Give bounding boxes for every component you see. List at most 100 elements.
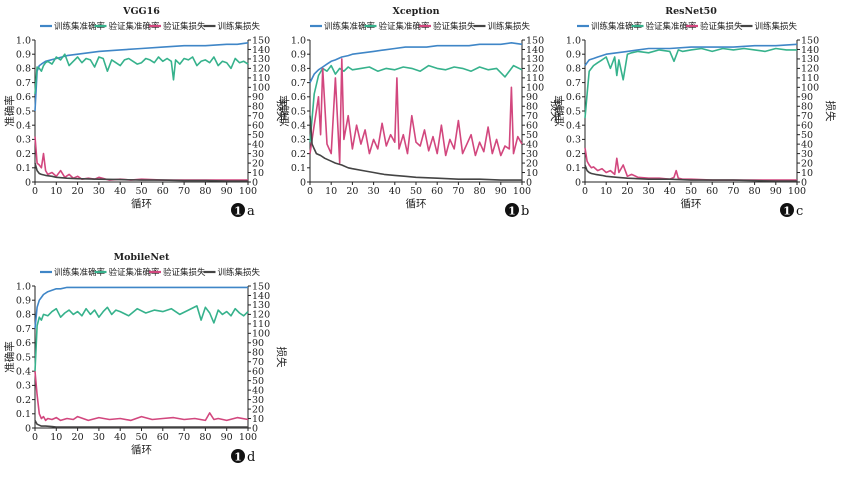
series-line-val-acc (309, 64, 523, 143)
y-tick-label: 0.1 (16, 163, 31, 174)
y2-tick-label: 100 (252, 329, 270, 340)
series-line-train-acc (34, 286, 248, 329)
y-tick-label: 0.6 (16, 92, 31, 103)
chart-title: ResNet50 (665, 6, 717, 17)
x-tick-label: 100 (239, 186, 257, 197)
x-tick-label: 10 (600, 186, 612, 197)
x-tick-label: 50 (685, 186, 697, 197)
x-tick-label: 40 (114, 186, 126, 197)
series-line-train-loss (584, 164, 797, 182)
x-tick-label: 40 (114, 432, 126, 443)
series-line-val-loss (34, 136, 248, 181)
x-tick-label: 20 (72, 432, 84, 443)
x-tick-label: 30 (93, 432, 105, 443)
x-tick-label: 70 (727, 186, 739, 197)
series-line-train-acc (584, 43, 798, 67)
legend-label: 验证集准确率 (109, 21, 161, 32)
x-tick-label: 80 (474, 186, 486, 197)
y-tick-label: 0 (300, 177, 306, 188)
y-tick-label: 0.3 (16, 135, 31, 146)
y-tick-label: 0.6 (291, 92, 306, 103)
x-tick-label: 30 (368, 186, 380, 197)
x-tick-label: 20 (72, 186, 84, 197)
legend-label: 训练集损失 (218, 21, 261, 32)
y2-tick-label: 150 (252, 281, 270, 292)
y2-tick-label: 90 (252, 338, 264, 349)
y-tick-label: 0.5 (16, 352, 31, 363)
y-tick-label: 0.6 (566, 92, 581, 103)
y-tick-label: 0.9 (16, 50, 31, 61)
legend-label: 验证集损失 (163, 267, 206, 278)
x-tick-label: 100 (239, 432, 257, 443)
y2-tick-label: 140 (252, 45, 270, 56)
y2-tick-label: 50 (252, 376, 264, 387)
y2-tick-label: 60 (526, 121, 538, 132)
x-tick-label: 30 (643, 186, 655, 197)
y-tick-label: 1.0 (16, 281, 31, 292)
chart-panel-resnet50: ResNet50 训练集准确率 验证集准确率 验证集损失 训练集损失 0 0.1 0.2 0.3… (553, 6, 837, 219)
x-tick-label: 80 (749, 186, 761, 197)
y2-tick-label: 70 (801, 111, 813, 122)
y-tick-label: 0.2 (16, 395, 31, 406)
legend-label: 训练集损失 (755, 21, 798, 32)
x-tick-label: 40 (389, 186, 401, 197)
y2-tick-label: 10 (526, 168, 538, 179)
y2-axis-label: 损失 (824, 101, 837, 122)
y-tick-label: 0.3 (291, 135, 306, 146)
x-axis-label: 循环 (131, 443, 152, 456)
y-tick-label: 0.4 (566, 121, 581, 132)
y-tick-label: 0.2 (291, 149, 306, 160)
y2-tick-label: 150 (526, 35, 544, 46)
x-tick-label: 70 (452, 186, 464, 197)
y2-tick-label: 90 (801, 92, 813, 103)
x-tick-label: 10 (50, 432, 62, 443)
y2-tick-label: 140 (252, 291, 270, 302)
y2-tick-label: 0 (526, 177, 532, 188)
y2-tick-label: 60 (252, 367, 264, 378)
y2-tick-label: 130 (252, 300, 270, 311)
y2-tick-label: 150 (801, 35, 819, 46)
y-axis-label: 准确率 (553, 95, 566, 127)
y2-tick-label: 120 (801, 64, 819, 75)
caption-number: 1 (234, 451, 242, 464)
series-line-train-loss (34, 162, 248, 182)
x-axis-label: 循环 (681, 197, 702, 210)
caption-badge (505, 203, 519, 217)
y-tick-label: 0.5 (16, 106, 31, 117)
y2-tick-label: 120 (252, 64, 270, 75)
y-tick-label: 0.1 (566, 163, 581, 174)
y-tick-label: 0.3 (566, 135, 581, 146)
caption-badge (231, 449, 245, 463)
y2-tick-label: 0 (252, 177, 258, 188)
x-axis-label: 循环 (131, 197, 152, 210)
chart-title: MobileNet (114, 252, 170, 263)
x-tick-label: 10 (325, 186, 337, 197)
y2-tick-label: 120 (526, 64, 544, 75)
y-tick-label: 0.8 (291, 64, 306, 75)
legend-label: 验证集损失 (433, 21, 476, 32)
y-tick-label: 0.9 (566, 50, 581, 61)
x-tick-label: 60 (157, 432, 169, 443)
y-tick-label: 0.5 (566, 106, 581, 117)
y2-tick-label: 30 (252, 149, 264, 160)
y-tick-label: 0.7 (291, 78, 306, 89)
y2-tick-label: 70 (526, 111, 538, 122)
x-tick-label: 0 (582, 186, 588, 197)
y-tick-label: 0.7 (16, 324, 31, 335)
y2-tick-label: 40 (252, 385, 264, 396)
y2-tick-label: 100 (252, 83, 270, 94)
x-tick-label: 20 (621, 186, 633, 197)
series-line-train-acc (309, 41, 523, 83)
y2-tick-label: 110 (526, 73, 544, 84)
y-tick-label: 0.8 (16, 64, 31, 75)
x-tick-label: 90 (770, 186, 782, 197)
caption-badge (780, 203, 794, 217)
y-tick-label: 0.7 (16, 78, 31, 89)
caption-number: 1 (234, 205, 242, 218)
y2-tick-label: 20 (252, 404, 264, 415)
y-tick-label: 0.1 (291, 163, 306, 174)
x-tick-label: 10 (50, 186, 62, 197)
y2-tick-label: 60 (801, 121, 813, 132)
